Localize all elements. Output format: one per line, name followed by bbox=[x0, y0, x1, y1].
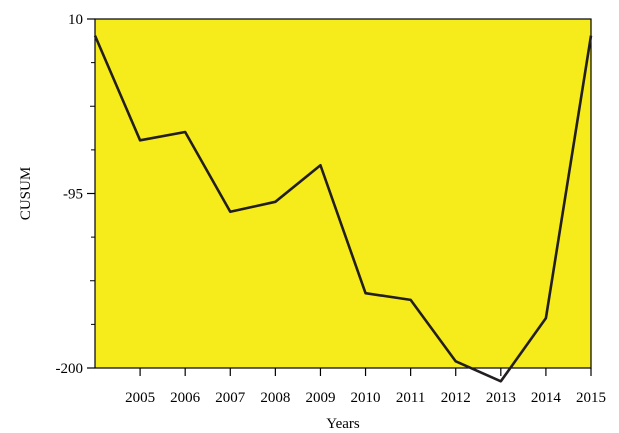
x-tick-label: 2008 bbox=[260, 390, 290, 406]
x-axis-title: Years bbox=[326, 416, 360, 432]
x-axis-ticks bbox=[139, 368, 592, 376]
y-tick-label: -95 bbox=[63, 187, 83, 203]
x-tick-label: 2012 bbox=[441, 390, 471, 406]
y-tick-label: 10 bbox=[68, 12, 83, 28]
y-axis-tick-labels: 10 -95 -200 bbox=[56, 12, 84, 377]
x-tick-label: 2007 bbox=[215, 390, 246, 406]
x-tick-label: 2009 bbox=[305, 390, 335, 406]
x-tick-label: 2011 bbox=[396, 390, 425, 406]
plot-area bbox=[94, 18, 592, 369]
x-tick-label: 2015 bbox=[576, 390, 606, 406]
cusum-series-line bbox=[93, 35, 593, 383]
x-axis-tick-labels: 2005 2006 2007 2008 2009 2010 2011 2012 2013 2014… bbox=[125, 390, 606, 406]
y-axis-major-ticks bbox=[87, 18, 95, 369]
x-tick-label: 2014 bbox=[531, 390, 562, 406]
x-tick-label: 2005 bbox=[125, 390, 155, 406]
y-tick-label: -200 bbox=[56, 361, 84, 377]
x-tick-label: 2010 bbox=[351, 390, 381, 406]
x-tick-label: 2006 bbox=[170, 390, 201, 406]
y-axis-minor-ticks bbox=[90, 62, 95, 325]
x-tick-label: 2013 bbox=[486, 390, 516, 406]
y-axis-title: CUSUM bbox=[18, 167, 34, 220]
